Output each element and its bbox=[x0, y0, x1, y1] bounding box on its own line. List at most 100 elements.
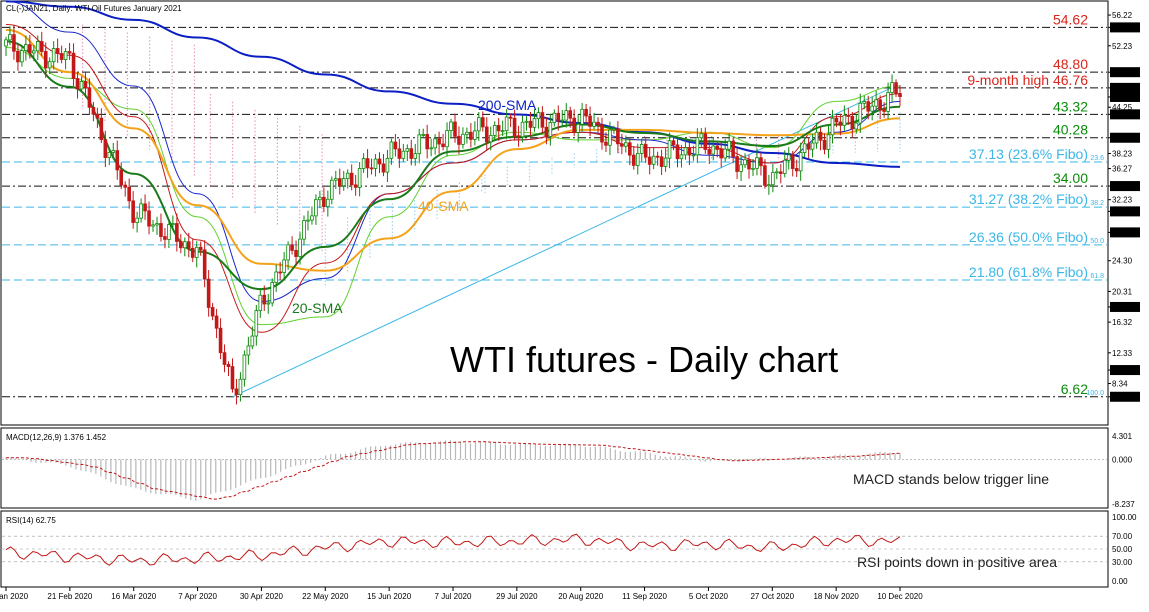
price-tick-label: 34.00 bbox=[1112, 182, 1133, 191]
macd-header: MACD(12,26,9) 1.376 1.452 bbox=[6, 433, 107, 442]
candle-body bbox=[417, 134, 422, 155]
candle-body bbox=[254, 310, 259, 337]
candle-body bbox=[572, 117, 576, 133]
candle-body bbox=[222, 352, 227, 365]
candle-body bbox=[190, 247, 195, 258]
price-axis: 56.22 54.62 52.23 48.80 46.7645.5844.2543.32… bbox=[1108, 11, 1140, 402]
candle-body bbox=[135, 217, 139, 223]
candle-body bbox=[675, 144, 680, 160]
rsi-tick-label: 0.00 bbox=[1112, 577, 1128, 586]
candle-body bbox=[429, 147, 433, 150]
candle-body bbox=[32, 50, 36, 54]
candle-body bbox=[107, 151, 112, 158]
ascending-trendline bbox=[232, 86, 894, 398]
date-tick-label: 30 Apr 2020 bbox=[240, 592, 284, 601]
candle-body bbox=[492, 125, 497, 136]
candle-body bbox=[540, 112, 545, 128]
candle-body bbox=[723, 148, 727, 159]
candle-body bbox=[445, 130, 449, 148]
price-tick-label: 6.62 bbox=[1112, 393, 1128, 402]
date-tick-label: 18 Nov 2020 bbox=[813, 592, 859, 601]
price-tick-label: 20.31 bbox=[1112, 287, 1133, 296]
candle-body bbox=[612, 128, 616, 131]
candle-body bbox=[234, 388, 239, 396]
candle-body bbox=[330, 179, 334, 200]
candle-body bbox=[790, 154, 795, 169]
macd-signal-line bbox=[6, 441, 901, 500]
candle-body bbox=[75, 78, 80, 90]
fibo-tag: 38.2 bbox=[1090, 200, 1104, 207]
candle-body bbox=[59, 53, 64, 60]
candle-body bbox=[218, 327, 223, 354]
candle-body bbox=[262, 294, 267, 305]
candle-body bbox=[588, 115, 592, 127]
price-tick-box bbox=[1110, 181, 1140, 192]
candle-body bbox=[719, 149, 723, 159]
candle-body bbox=[405, 148, 410, 152]
price-tick-box bbox=[1110, 109, 1140, 120]
candle-body bbox=[480, 117, 485, 128]
candle-body bbox=[167, 224, 171, 240]
candle-body bbox=[465, 131, 469, 135]
price-tick-label: 52.23 bbox=[1112, 42, 1133, 51]
date-tick-label: 7 Jul 2020 bbox=[435, 592, 472, 601]
candle-body bbox=[298, 238, 302, 257]
candle-body bbox=[182, 241, 187, 249]
price-tick-label: 56.22 bbox=[1112, 11, 1133, 20]
candle-body bbox=[842, 115, 847, 126]
candle-body bbox=[469, 131, 473, 140]
price-tick-label: 38.23 bbox=[1112, 150, 1133, 159]
macd-tick-label: -8.237 bbox=[1112, 500, 1135, 509]
candle-body bbox=[735, 156, 739, 172]
candle-body bbox=[337, 178, 342, 187]
candle-body bbox=[210, 307, 215, 317]
date-tick-label: 21 Feb 2020 bbox=[47, 592, 92, 601]
candle-body bbox=[838, 121, 843, 126]
price-tick-label: 10.09 bbox=[1112, 366, 1133, 375]
rsi-tick-label: 30.00 bbox=[1112, 558, 1133, 567]
trendline-layer bbox=[232, 86, 894, 398]
candle-body bbox=[822, 139, 827, 150]
rsi-annotation: RSI points down in positive area bbox=[857, 554, 1057, 570]
sma-line-20-sma bbox=[5, 40, 901, 291]
price-tick-label: 16.32 bbox=[1112, 318, 1133, 327]
candle-body bbox=[500, 130, 505, 133]
candle-body bbox=[715, 145, 720, 150]
level-label: 6.62 bbox=[1061, 381, 1088, 397]
candle-body bbox=[771, 172, 775, 186]
candle-body bbox=[226, 364, 231, 367]
candle-body bbox=[314, 199, 318, 217]
candle-body bbox=[341, 178, 346, 187]
date-tick-label: 29 Jul 2020 bbox=[496, 592, 538, 601]
candle-body bbox=[202, 249, 207, 280]
candle-body bbox=[798, 152, 803, 172]
candle-body bbox=[576, 123, 580, 133]
rsi-panel: 100.00 70.00 50.00 30.00 0.00 bbox=[2, 513, 1137, 586]
level-label: 31.27 (38.2% Fibo) bbox=[969, 191, 1088, 207]
fibo-tag: 50.0 bbox=[1090, 238, 1104, 245]
price-tick-label: 54.62 bbox=[1112, 23, 1133, 32]
candle-body bbox=[194, 246, 199, 258]
candle-body bbox=[39, 41, 44, 52]
tenkan-line bbox=[5, 23, 901, 333]
candle-body bbox=[870, 105, 874, 112]
candle-body bbox=[381, 163, 386, 173]
candle-body bbox=[624, 142, 628, 147]
candle-body bbox=[8, 34, 12, 41]
rsi-tick-label: 50.00 bbox=[1112, 545, 1133, 554]
macd-tick-label: 0.000 bbox=[1112, 455, 1133, 464]
candle-body bbox=[393, 141, 398, 150]
candle-body bbox=[397, 148, 402, 159]
candle-body bbox=[51, 48, 56, 63]
candlesticks bbox=[4, 24, 902, 405]
rsi-tick-label: 100.00 bbox=[1112, 513, 1137, 522]
macd-panel-frame bbox=[0, 427, 1109, 509]
level-label: 21.80 (61.8% Fibo) bbox=[969, 264, 1088, 280]
candle-body bbox=[524, 120, 529, 123]
candle-body bbox=[830, 117, 835, 136]
candle-body bbox=[671, 140, 676, 146]
date-tick-label: 27 Oct 2020 bbox=[750, 592, 794, 601]
candle-body bbox=[111, 150, 116, 153]
price-tick-label: 40.28 bbox=[1112, 134, 1133, 143]
candle-body bbox=[532, 118, 537, 128]
